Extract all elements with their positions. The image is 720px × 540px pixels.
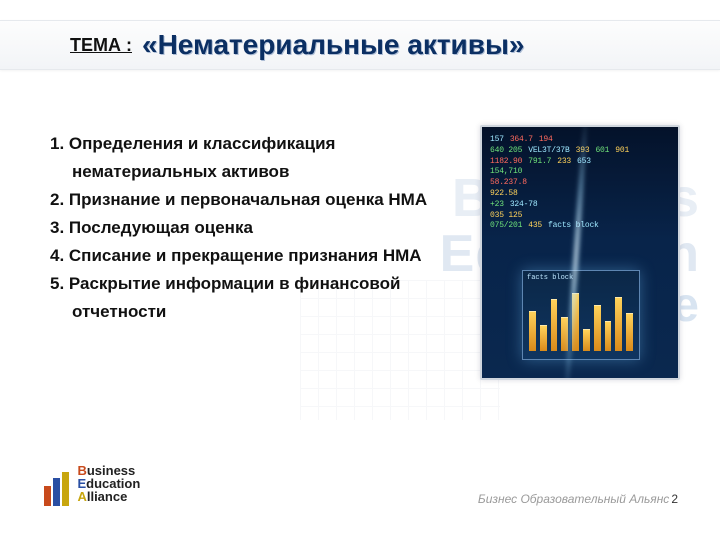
ticker-row: 075/201435facts block [490,221,670,232]
topic-title: «Нематериальные активы» [142,29,524,61]
logo-text: Business Education Alliance [77,464,140,503]
bea-logo: Business Education Alliance [44,464,140,506]
ticker-row: 154,710 [490,167,670,178]
stock-ticker-rows: 157364.7194640 205VEL3T/37B3936019011182… [490,135,670,232]
logo-a: A [77,489,86,504]
outline-item: 3. Последующая оценка [50,214,480,242]
stock-bar-row [529,291,633,351]
stock-bar [540,325,547,351]
outline-item: нематериальных активов [50,158,480,186]
stock-bar [605,321,612,351]
logo-alliance: lliance [87,489,127,504]
ticker-row: 640 205VEL3T/37B393601901 [490,146,670,157]
ticker-row: 58.237.8 [490,178,670,189]
stock-bar [615,297,622,351]
stock-bar [594,305,601,351]
topic-label: ТЕМА : [70,35,132,56]
ticker-row: +23324-78 [490,200,670,211]
footer: Бизнес Образовательный Альянс2 [478,492,678,506]
stock-bar [561,317,568,351]
stock-bar [529,311,536,351]
outline-item: 2. Признание и первоначальная оценка НМА [50,186,480,214]
outline-item: отчетности [50,298,480,326]
ticker-row: 035 125 [490,211,670,222]
stock-bar [583,329,590,351]
stock-bar [626,313,633,351]
stock-sub-window-header: facts block [523,271,639,285]
outline-item: 5. Раскрытие информации в финансовой [50,270,480,298]
stock-screen-graphic: 157364.7194640 205VEL3T/37B3936019011182… [480,125,680,380]
stock-bar [551,299,558,351]
logo-bars-icon [44,472,69,506]
ticker-row: 1182.90791.7233653 [490,157,670,168]
stock-bar [572,293,579,351]
outline-item: 1. Определения и классификация [50,130,480,158]
ticker-row: 922.58 [490,189,670,200]
footer-text: Бизнес Образовательный Альянс [478,492,669,506]
page-number: 2 [671,492,678,506]
outline-list: 1. Определения и классификациянематериал… [50,130,480,326]
outline-item: 4. Списание и прекращение признания НМА [50,242,480,270]
ticker-row: 157364.7194 [490,135,670,146]
title-bar: ТЕМА : «Нематериальные активы» [0,20,720,70]
stock-sub-window: facts block [522,270,640,360]
